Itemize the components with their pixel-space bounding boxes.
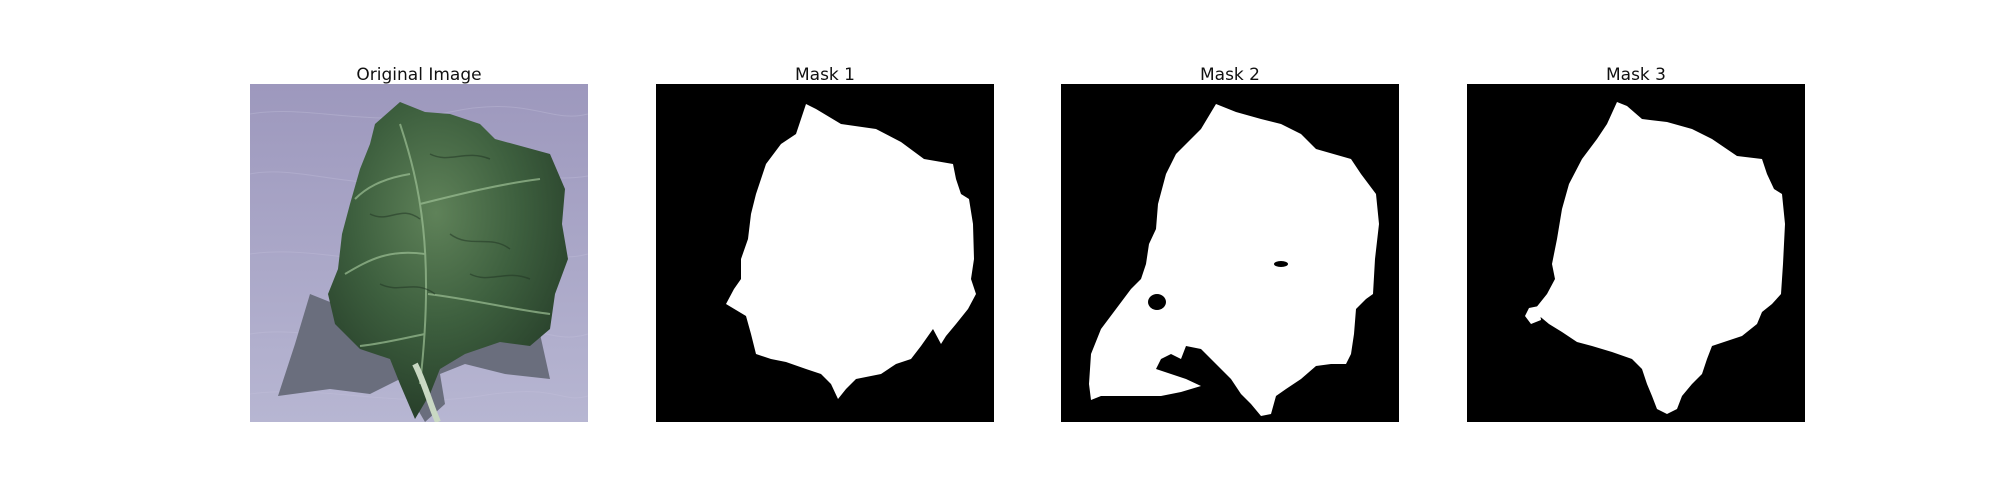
- mask-1-image: [656, 84, 994, 422]
- panel-title: Mask 3: [1467, 64, 1805, 86]
- mask-3-image: [1467, 84, 1805, 422]
- panel-mask-2: Mask 2: [1061, 64, 1399, 86]
- panel-title: Mask 2: [1061, 64, 1399, 86]
- mask-hole: [1274, 261, 1288, 267]
- mask-2-image: [1061, 84, 1399, 422]
- panel-mask-3: Mask 3: [1467, 64, 1805, 86]
- panel-title: Mask 1: [656, 64, 994, 86]
- mask-hole: [1148, 294, 1166, 310]
- panel-original-image: Original Image: [250, 64, 588, 86]
- panel-mask-1: Mask 1: [656, 64, 994, 86]
- original-image: [250, 84, 588, 422]
- panel-title: Original Image: [250, 64, 588, 86]
